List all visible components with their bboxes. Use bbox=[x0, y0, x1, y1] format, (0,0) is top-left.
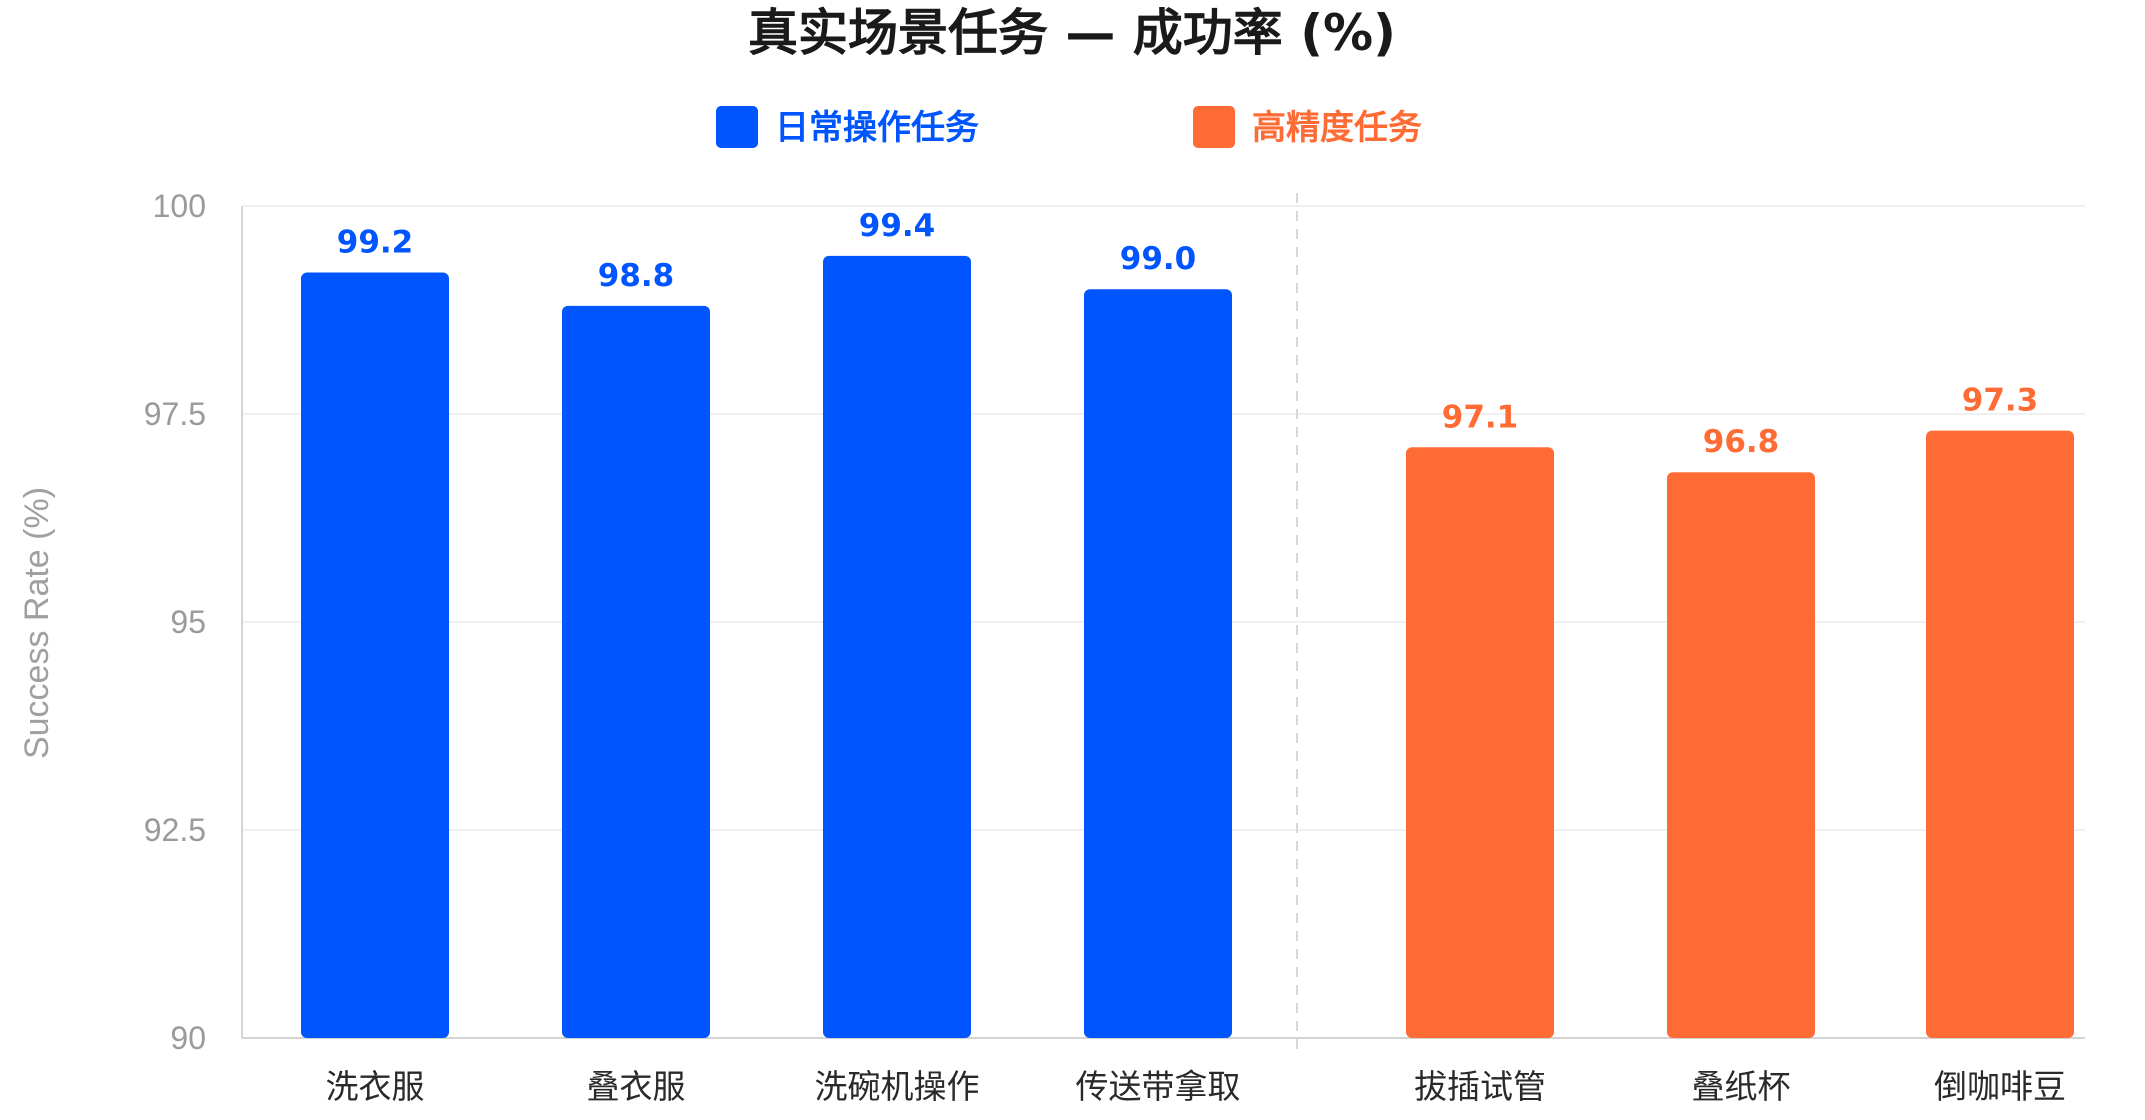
y-axis-title: Success Rate (%) bbox=[18, 487, 56, 759]
value-labels: 99.2 98.8 99.4 99.0 97.1 96.8 97.3 bbox=[337, 208, 2039, 460]
bar bbox=[1926, 430, 2074, 1038]
y-tick-label: 100 bbox=[153, 188, 206, 224]
data-label: 97.3 bbox=[1962, 383, 2039, 419]
x-tick-label: 叠衣服 bbox=[587, 1067, 686, 1106]
x-tick-label: 倒咖啡豆 bbox=[1934, 1067, 2066, 1106]
bars bbox=[301, 255, 2074, 1039]
bar bbox=[1406, 447, 1554, 1038]
chart-title: 真实场景任务 — 成功率 (%) bbox=[748, 4, 1396, 62]
data-label: 99.4 bbox=[859, 208, 936, 244]
data-label: 97.1 bbox=[1442, 399, 1519, 435]
legend-label-precision: 高精度任务 bbox=[1252, 108, 1422, 148]
y-tick-label: 90 bbox=[170, 1020, 206, 1056]
bar bbox=[1084, 289, 1232, 1038]
y-tick-label: 95 bbox=[170, 604, 206, 640]
bar bbox=[1667, 472, 1815, 1038]
data-label: 99.2 bbox=[337, 225, 414, 261]
legend-swatch-precision bbox=[1193, 106, 1235, 148]
bar bbox=[823, 255, 971, 1039]
legend: 日常操作任务 高精度任务 bbox=[716, 106, 1422, 148]
x-tick-label: 叠纸杯 bbox=[1692, 1067, 1791, 1106]
x-tick-label: 洗衣服 bbox=[326, 1067, 425, 1106]
data-label: 98.8 bbox=[598, 258, 675, 294]
legend-label-daily: 日常操作任务 bbox=[775, 108, 979, 148]
x-tick-labels: 洗衣服 叠衣服 洗碗机操作 传送带拿取 拔插试管 叠纸杯 倒咖啡豆 bbox=[326, 1067, 2067, 1106]
x-tick-label: 拔插试管 bbox=[1414, 1067, 1546, 1106]
data-label: 96.8 bbox=[1703, 424, 1780, 460]
y-tick-label: 97.5 bbox=[144, 396, 206, 432]
y-tick-label: 92.5 bbox=[144, 812, 206, 848]
x-tick-label: 洗碗机操作 bbox=[815, 1067, 980, 1106]
legend-swatch-daily bbox=[716, 106, 758, 148]
bar bbox=[562, 305, 710, 1039]
x-tick-label: 传送带拿取 bbox=[1076, 1067, 1241, 1106]
y-tick-labels: 100 97.5 95 92.5 90 bbox=[144, 188, 206, 1056]
bar bbox=[301, 272, 449, 1038]
data-label: 99.0 bbox=[1120, 241, 1197, 277]
